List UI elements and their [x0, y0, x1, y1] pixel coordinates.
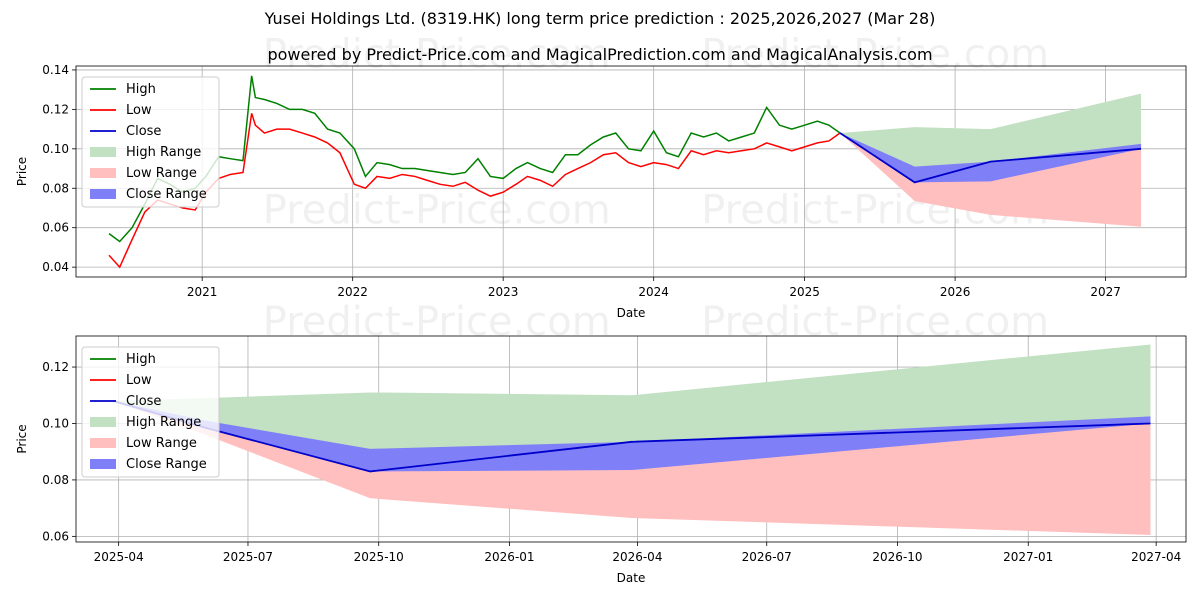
legend-swatch	[90, 147, 116, 157]
x-tick-label: 2026-01	[484, 550, 534, 564]
low-series-line	[108, 113, 841, 269]
x-tick-label: 2026-04	[612, 550, 662, 564]
legend-label: Low Range	[126, 166, 197, 181]
x-tick-label: 2027	[1090, 285, 1121, 299]
y-tick-label: 0.14	[42, 63, 69, 77]
legend-swatch	[90, 168, 116, 178]
x-tick-label: 2025-04	[94, 550, 144, 564]
watermark-text: Predict-Price.com	[701, 299, 1049, 345]
x-tick-label: 2025-10	[354, 550, 404, 564]
y-tick-label: 0.10	[42, 416, 69, 430]
x-axis-label: Date	[617, 571, 646, 585]
chart-panel-1: Predict-Price.com Predict-Price.com Predic…	[15, 32, 1187, 320]
chart-panel-2: Predict-Price.com Predict-Price.com 2025-0…	[15, 299, 1187, 585]
axes-frame	[75, 65, 1187, 278]
chart-title: Yusei Holdings Ltd. (8319.HK) long term …	[264, 9, 936, 28]
plot-area	[108, 75, 1142, 269]
legend-label: Close	[126, 124, 161, 139]
x-axis-label: Date	[617, 306, 646, 320]
legend: High Low Close High Range Low Range Close Ran…	[81, 346, 220, 478]
y-tick-label: 0.12	[42, 360, 69, 374]
high-series-line	[108, 75, 841, 243]
y-tick-label: 0.08	[42, 473, 69, 487]
x-tick-label: 2021	[187, 285, 218, 299]
x-tick-label: 2025-07	[223, 550, 273, 564]
legend-box	[81, 346, 220, 478]
y-axis-label: Price	[15, 157, 29, 186]
y-tick-label: 0.10	[42, 142, 69, 156]
x-tick-label: 2022	[337, 285, 368, 299]
legend-swatch	[90, 459, 116, 469]
legend-box	[81, 76, 220, 208]
plot-area	[112, 344, 1151, 535]
x-tick-label: 2026-07	[742, 550, 792, 564]
close-range-area	[840, 133, 1142, 183]
watermark-text: Predict-Price.com	[263, 188, 611, 234]
chart-subtitle: powered by Predict-Price.com and Magical…	[267, 45, 933, 64]
legend-label: High Range	[126, 415, 201, 430]
watermark-text: Predict-Price.com	[263, 299, 611, 345]
legend-label: High	[126, 352, 156, 367]
x-tick-label: 2024	[638, 285, 669, 299]
legend-swatch	[90, 417, 116, 427]
y-tick-label: 0.06	[42, 221, 69, 235]
x-tick-label: 2026-10	[872, 550, 922, 564]
close-series-line	[839, 132, 1142, 184]
legend-label: Low	[126, 373, 152, 388]
x-tick-label: 2026	[940, 285, 971, 299]
legend-label: Close Range	[126, 457, 207, 472]
y-axis-label: Price	[15, 424, 29, 453]
x-tick-label: 2025	[789, 285, 820, 299]
x-tick-label: 2027-01	[1003, 550, 1053, 564]
legend-swatch	[90, 189, 116, 199]
legend-swatch	[90, 438, 116, 448]
legend: High Low Close High Range Low Range Close Ran…	[81, 76, 220, 208]
y-tick-label: 0.06	[42, 529, 69, 543]
watermark-text: Predict-Price.com	[701, 32, 1049, 78]
legend-label: Close Range	[126, 187, 207, 202]
legend-label: Low Range	[126, 436, 197, 451]
y-tick-label: 0.04	[42, 260, 69, 274]
close-range-area	[112, 400, 1151, 472]
legend-label: Low	[126, 103, 152, 118]
high-range-area	[112, 344, 1151, 472]
legend-label: High	[126, 82, 156, 97]
legend-label: Close	[126, 394, 161, 409]
high-range-area	[840, 93, 1142, 183]
y-tick-label: 0.12	[42, 102, 69, 116]
x-tick-label: 2027-04	[1131, 550, 1181, 564]
watermark-text: Predict-Price.com	[263, 32, 611, 78]
axes-frame	[75, 335, 1187, 543]
x-tick-label: 2023	[488, 285, 519, 299]
y-tick-label: 0.08	[42, 181, 69, 195]
legend-label: High Range	[126, 145, 201, 160]
